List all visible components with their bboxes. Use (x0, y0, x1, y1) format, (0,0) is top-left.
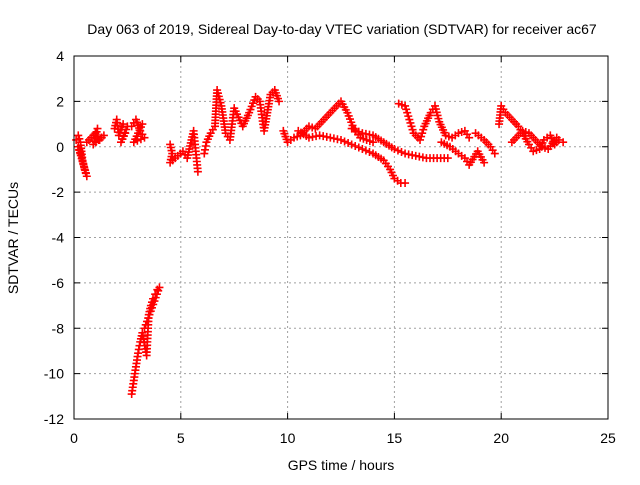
point-arc-12-19 (480, 158, 489, 167)
point-arc-2-17 (93, 124, 102, 133)
series-arc-11 (394, 99, 474, 144)
x-tick-label-3: 15 (387, 430, 403, 446)
point-arc-9-17 (351, 141, 360, 150)
series-arc-7 (200, 86, 284, 158)
y-tick-label-1: 2 (56, 93, 64, 109)
point-arc-9-13 (337, 135, 345, 144)
x-tick-label-4: 20 (493, 430, 509, 446)
point-arc-9-21 (365, 148, 374, 157)
point-arc-10-0 (347, 124, 356, 133)
x-tick-label-1: 5 (177, 430, 185, 446)
point-arc-9-35 (401, 179, 410, 188)
series-arc-9 (294, 126, 410, 188)
y-tick-label-6: -8 (52, 320, 65, 336)
point-arc-7-91 (275, 97, 284, 106)
series-arc-12 (437, 138, 489, 169)
point-arc-5-57 (140, 324, 149, 333)
point-arc-10-14 (390, 145, 399, 154)
y-axis-label: SDTVAR / TECUs (5, 182, 21, 294)
y-tick-label-4: -4 (52, 230, 65, 246)
point-arc-10-2 (354, 127, 363, 136)
point-arc-14-35 (559, 138, 568, 147)
y-tick-label-5: -6 (52, 275, 65, 291)
series-arc-4 (127, 115, 149, 147)
point-arc-9-16 (347, 140, 356, 149)
series-arc-13 (471, 129, 499, 158)
series-arc-1 (72, 131, 91, 181)
point-arc-3-21 (121, 129, 130, 138)
point-arc-10-1 (351, 126, 360, 135)
y-tick-label-8: -12 (44, 411, 64, 427)
point-arc-11-42 (465, 133, 474, 142)
x-tick-labels: 0 5 10 15 20 25 (70, 430, 616, 446)
point-arc-10-16 (397, 148, 406, 157)
point-arc-10-15 (393, 146, 402, 155)
series-arc-15 (507, 126, 561, 154)
x-tick-label-0: 0 (70, 430, 78, 446)
data-points (72, 86, 568, 399)
point-arc-4-8 (140, 133, 149, 142)
x-tick-label-5: 25 (600, 430, 616, 446)
point-arc-15-19 (552, 133, 561, 142)
y-tick-label-2: 0 (56, 139, 64, 155)
series-arc-5 (127, 283, 164, 399)
x-tick-label-2: 10 (280, 430, 296, 446)
chart-title: Day 063 of 2019, Sidereal Day-to-day VTE… (87, 21, 597, 37)
series-arc-8 (279, 97, 378, 147)
series-arc-14 (495, 101, 568, 156)
series-arc-2 (82, 124, 108, 149)
point-arc-4-17 (138, 120, 147, 129)
y-tick-label-3: -2 (52, 184, 65, 200)
plot-frame (73, 55, 609, 420)
x-axis-label: GPS time / hours (288, 457, 395, 473)
point-arc-3-12 (119, 120, 128, 129)
point-arc-1-26 (76, 149, 85, 158)
point-arc-9-18 (354, 143, 363, 152)
point-arc-6-34 (193, 167, 202, 176)
grid-lines (74, 56, 608, 419)
point-arc-9-19 (358, 145, 367, 154)
series-arc-6 (166, 126, 202, 176)
point-arc-9-14 (340, 137, 349, 146)
y-tick-label-0: 4 (56, 48, 64, 64)
y-tick-label-7: -10 (44, 366, 64, 382)
series-arc-3 (110, 115, 132, 147)
point-arc-13-8 (490, 149, 499, 158)
point-arc-8-42 (369, 138, 378, 147)
series-arc-10 (347, 124, 452, 163)
point-arc-9-15 (344, 138, 353, 147)
point-arc-10-29 (443, 154, 452, 163)
point-arc-9-20 (361, 146, 370, 155)
y-tick-labels: 4 2 0 -2 -4 -6 -8 -10 -12 (44, 48, 64, 427)
